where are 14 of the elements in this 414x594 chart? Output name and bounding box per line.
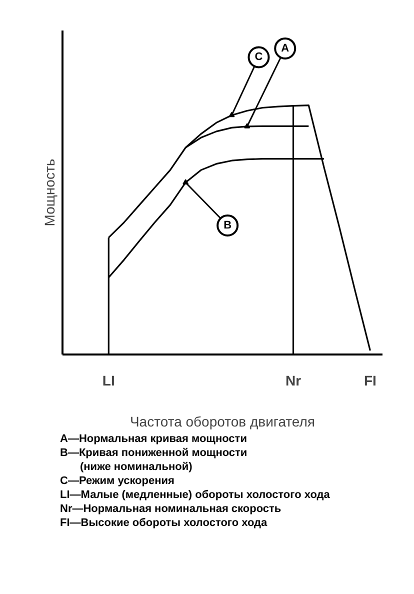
text: B—Кривая пониженной мощности (ниже номинальной) — [60, 447, 248, 473]
text: Nr—Нормальная номинальная скорость — [60, 503, 282, 515]
y-axis-title: Мощность — [42, 158, 58, 226]
x-tick-label: Nr — [285, 372, 302, 388]
x-tick-label: LI — [102, 372, 115, 388]
text: C — [254, 51, 263, 64]
x-axis-title: Частота оборотов двигателя — [130, 414, 316, 430]
text: A—Нормальная кривая мощности — [60, 433, 247, 445]
text: A — [281, 42, 290, 54]
x-tick-label: FI — [364, 372, 376, 388]
text: C—Режим ускорения — [60, 475, 174, 487]
text: B — [224, 220, 232, 232]
text: LI—Малые (медленные) обороты холостого хода — [60, 489, 330, 501]
text: FI—Высокие обороты холостого хода — [60, 517, 268, 529]
